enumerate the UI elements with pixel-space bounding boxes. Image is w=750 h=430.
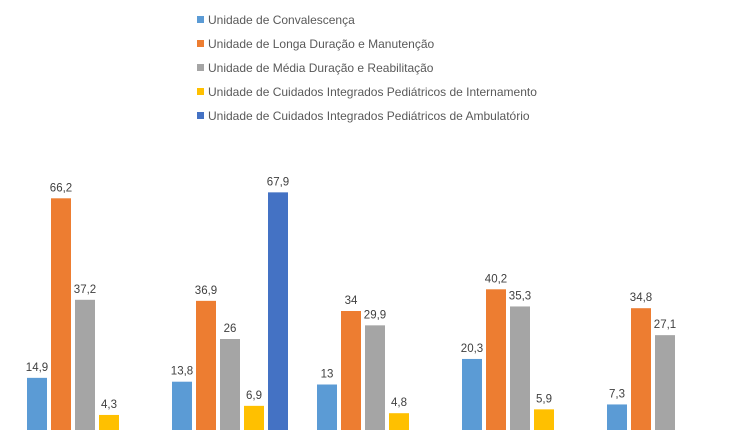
legend-item: Unidade de Média Duração e Reabilitação: [197, 58, 537, 82]
data-label: 20,3: [461, 343, 483, 355]
chart-legend: Unidade de Convalescença Unidade de Longa…: [197, 10, 537, 130]
legend-label: Unidade de Cuidados Integrados Pediátric…: [208, 85, 537, 99]
legend-swatch: [197, 64, 204, 71]
bar: [51, 198, 71, 430]
bar: [462, 358, 482, 430]
legend-item: Unidade de Convalescença: [197, 10, 537, 34]
legend-label: Unidade de Média Duração e Reabilitação: [208, 61, 434, 75]
data-label: 34,8: [630, 292, 652, 304]
legend-swatch: [197, 112, 204, 119]
data-label: 37,2: [74, 284, 96, 296]
data-label: 67,9: [267, 176, 289, 188]
data-label: 7,3: [609, 388, 625, 400]
bar: [75, 299, 95, 430]
bar: [510, 306, 530, 430]
legend-swatch: [197, 16, 204, 23]
bar: [365, 325, 385, 430]
data-label: 34: [345, 295, 358, 307]
data-label: 35,3: [509, 290, 531, 302]
bar: [317, 384, 337, 430]
bar: [341, 311, 361, 430]
data-label: 14,9: [26, 362, 48, 374]
data-label: 26: [224, 323, 237, 335]
data-label: 6,9: [246, 390, 262, 402]
bar: [27, 377, 47, 430]
bar: [196, 300, 216, 430]
legend-swatch: [197, 88, 204, 95]
bar: [631, 308, 651, 430]
data-label: 66,2: [50, 182, 72, 194]
data-label: 4,8: [391, 397, 407, 409]
legend-item: Unidade de Cuidados Integrados Pediátric…: [197, 106, 537, 130]
data-label: 36,9: [195, 285, 217, 297]
bar: [486, 289, 506, 430]
bar: [244, 405, 264, 430]
bar: [389, 413, 409, 430]
legend-label: Unidade de Convalescença: [208, 13, 355, 27]
bar: [268, 192, 288, 430]
data-label: 13: [321, 369, 334, 381]
legend-item: Unidade de Cuidados Integrados Pediátric…: [197, 82, 537, 106]
bar: [99, 414, 119, 430]
bar: [607, 404, 627, 430]
data-label: 40,2: [485, 273, 507, 285]
data-label: 29,9: [364, 309, 386, 321]
data-label: 5,9: [536, 393, 552, 405]
legend-label: Unidade de Longa Duração e Manutenção: [208, 37, 435, 51]
legend-swatch: [197, 40, 204, 47]
bar: [534, 409, 554, 430]
bar: [172, 381, 192, 430]
bar: [220, 339, 240, 430]
legend-item: Unidade de Longa Duração e Manutenção: [197, 34, 537, 58]
legend-label: Unidade de Cuidados Integrados Pediátric…: [208, 109, 530, 123]
bar: [655, 335, 675, 430]
data-label: 13,8: [171, 366, 193, 378]
data-label: 4,3: [101, 399, 117, 411]
data-label: 27,1: [654, 319, 676, 331]
